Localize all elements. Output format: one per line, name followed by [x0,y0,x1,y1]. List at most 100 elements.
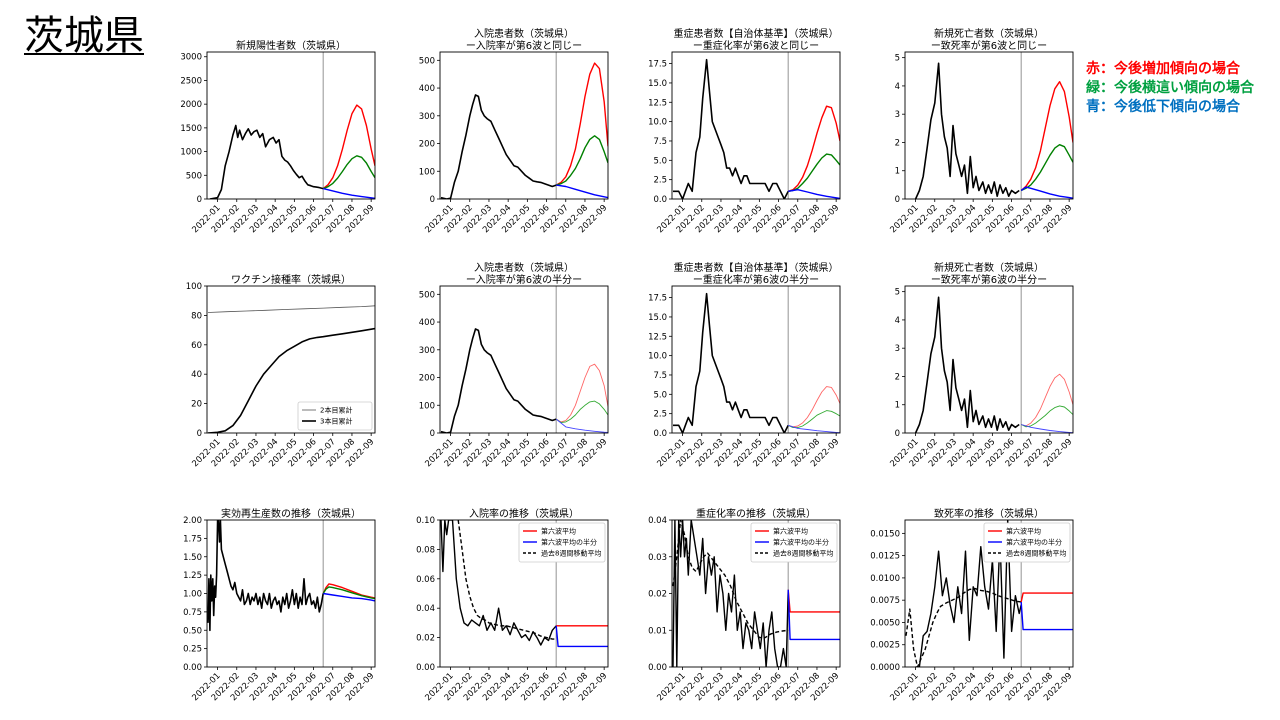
series-group [440,328,608,433]
series-line-increase [1021,373,1073,427]
y-tick-label: 0.01 [648,626,667,636]
chart-title-line: 重症患者数【自治体基準】（茨城県） [674,261,839,274]
series-line-actual [440,94,557,199]
chart-title: 新規死亡者数（茨城県）ー致死率が第6波の半分ー [931,261,1047,286]
plot-frame [206,519,376,668]
y-tick-label: 0.03 [648,553,667,563]
series-line-actual [209,124,324,199]
legend-box [297,401,373,431]
legend-label: 過去8週間移動平均 [541,549,601,558]
series-line-decrease [1021,424,1073,433]
y-tick-label: 5.0 [653,156,667,166]
chart-title-line: 致死率の推移（茨城県） [934,507,1044,520]
chart-title-line: 実効再生産数の推移（茨城県） [221,507,361,520]
chart-title-line: 新規陽性者数（茨城県） [236,39,346,52]
chart-title-line: ー致死率が第6波と同じー [931,39,1047,52]
series-group [914,62,1073,199]
y-tick-label: 4 [895,316,900,326]
series-line-wave6-half [787,589,840,641]
series-group [440,62,608,199]
chart-c9: 実効再生産数の推移（茨城県） 0.00 0.25 0.50 0.75 1.00 1.25 1.… [183,507,376,703]
chart-title: 重症化率の推移（茨城県） [696,507,816,520]
y-tick-label: 2.00 [183,516,202,526]
series-line-flat [1020,143,1073,192]
y-tick-label: 0.0075 [870,596,900,606]
chart-title-line: 重症患者数【自治体基準】（茨城県） [674,27,839,40]
legend-label: 第六波平均の半分 [773,538,829,547]
y-tick-label: 60 [191,341,202,351]
legend-label: 第六波平均 [1006,527,1041,536]
y-tick-label: 0.0100 [870,574,900,584]
legend-label: 過去8週間移動平均 [773,549,833,558]
y-tick-label: 100 [419,401,435,411]
y-tick-label: 0.02 [416,634,435,644]
series-line-decrease [323,187,375,199]
chart-title-line: 入院率の推移（茨城県） [469,507,579,520]
y-tick-label: 40 [191,370,202,380]
y-tick-label: 400 [419,84,435,94]
y-tick-label: 1 [895,167,900,177]
plot-frame [439,51,609,200]
series-group [209,104,375,199]
series-line-actual [673,58,789,199]
series-line-actual [914,296,1020,433]
chart-c1: 新規陽性者数（茨城県）0500100015002000250030002022-… [180,39,376,235]
y-tick-label: 0 [895,195,900,205]
series-line-increase [322,583,375,599]
series-line-actual [673,292,789,433]
y-tick-label: 0.00 [183,663,202,673]
series-line-wave6-half [1020,601,1073,631]
y-tick-label: 2500 [180,76,202,86]
chart-c5: ワクチン接種率（茨城県）0204060801002022-012022-0220… [186,273,377,469]
chart-title-line: 入院患者数（茨城県） [474,261,574,274]
scenario-note-decrease: 青：今後低下傾向の場合 [1086,99,1240,115]
chart-title: 重症患者数【自治体基準】（茨城県）ー重症化率が第6波と同じー [674,27,839,52]
series-line-flat [1021,405,1073,428]
y-tick-label: 0.10 [416,516,435,526]
series-line-flat [555,400,608,423]
series-line-flat [788,410,840,429]
series-line-actual [915,520,1022,667]
chart-title: ワクチン接種率（茨城県） [231,273,351,286]
y-tick-label: 5.0 [653,390,667,400]
y-tick-label: 0.0125 [870,552,900,562]
chart-title-line: ー入院率が第6波と同じー [466,39,582,52]
y-tick-label: 0.04 [416,604,435,614]
y-tick-label: 0.04 [648,516,667,526]
y-tick-label: 0.0050 [870,618,900,628]
series-line-increase [787,105,840,192]
y-tick-label: 0.75 [183,608,202,618]
series-line-wave6-half [555,625,608,648]
chart-c4: 新規死亡者数（茨城県）ー致死率が第6波と同じー0123452022-012022… [888,27,1074,235]
legend-label: 第六波平均 [773,527,808,536]
y-tick-label: 3000 [180,53,202,63]
y-tick-label: 2 [895,138,900,148]
series-group [207,520,375,632]
y-tick-label: 300 [419,346,435,356]
chart-title: 致死率の推移（茨城県） [934,507,1044,520]
y-tick-label: 1.50 [183,553,202,563]
y-tick-label: 0.02 [648,590,667,600]
y-tick-label: 500 [419,290,435,300]
series-line-flat [556,135,608,186]
series-group [914,296,1073,433]
y-tick-label: 0.00 [416,663,435,673]
y-tick-label: 100 [419,167,435,177]
chart-title: 新規陽性者数（茨城県） [236,39,346,52]
legend-box [983,522,1071,563]
series-line-decrease [788,188,840,199]
series-line-decrease [1020,186,1073,199]
chart-title-line: 重症化率の推移（茨城県） [696,507,816,520]
chart-c11: 重症化率の推移（茨城県）0.000.010.020.030.042022-012… [648,507,841,703]
series-line-moving-average [672,520,789,639]
chart-title-line: ー入院率が第6波の半分ー [466,273,582,286]
chart-legend: 2本目累計 3本目累計 [297,401,373,431]
y-tick-label: 2 [895,372,900,382]
y-tick-label: 3 [895,110,900,120]
y-tick-label: 0 [197,429,202,439]
y-tick-label: 0 [895,429,900,439]
series-line-increase [322,104,375,190]
chart-title-line: ー重症化率が第6波の半分ー [693,273,819,286]
